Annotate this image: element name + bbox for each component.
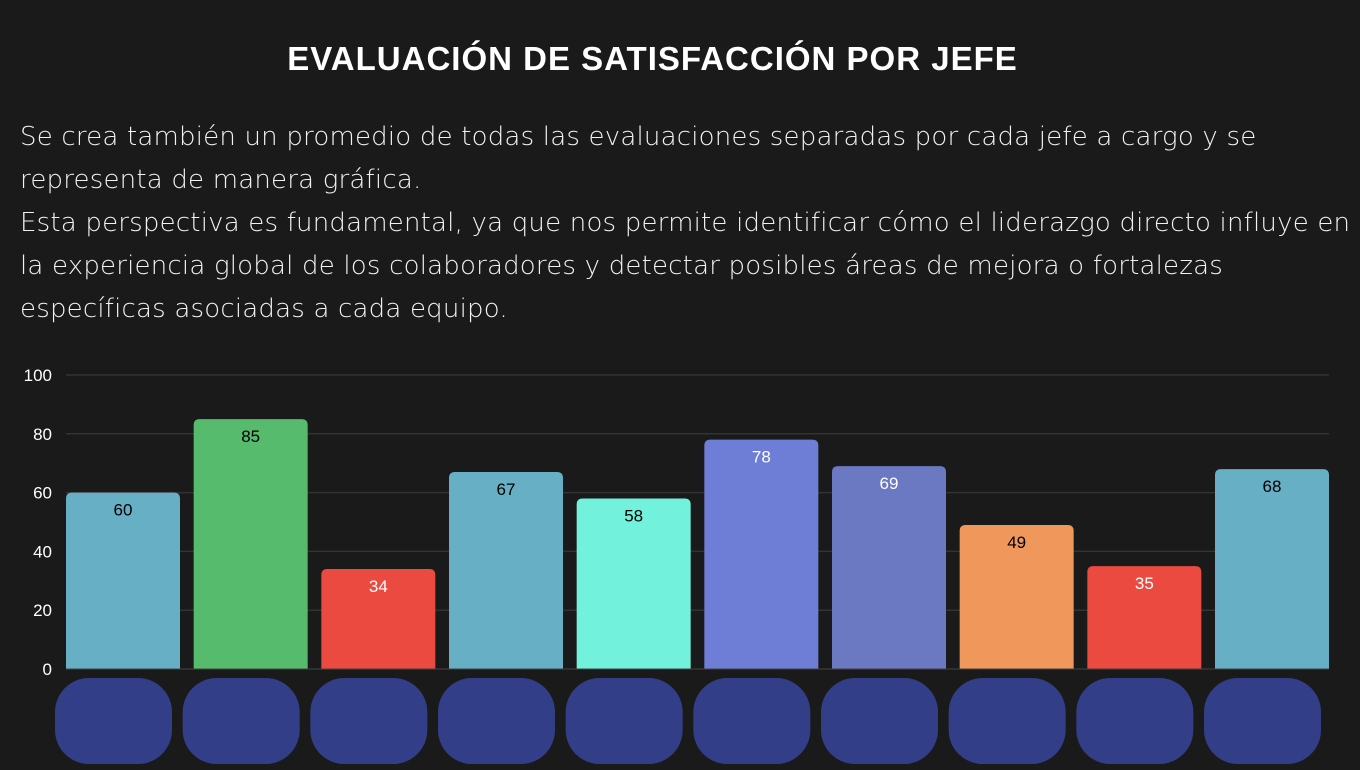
category-label-redaction bbox=[1076, 678, 1194, 764]
bar bbox=[1215, 469, 1329, 669]
page-title: EVALUACIÓN DE SATISFACCIÓN POR JEFE bbox=[287, 40, 1018, 77]
category-label-redaction bbox=[693, 678, 811, 764]
data-label: 60 bbox=[114, 501, 133, 520]
data-label: 58 bbox=[624, 506, 643, 525]
y-tick-label: 60 bbox=[33, 484, 52, 503]
bar bbox=[1087, 566, 1202, 669]
description-paragraph-1: Se crea también un promedio de todas las… bbox=[20, 122, 1257, 195]
bar bbox=[576, 498, 691, 669]
data-label: 68 bbox=[1263, 477, 1282, 496]
category-label-redaction bbox=[821, 678, 938, 764]
category-label-redaction bbox=[565, 678, 683, 764]
y-tick-label: 0 bbox=[43, 660, 52, 679]
category-label-redaction bbox=[55, 678, 172, 764]
y-tick-label: 40 bbox=[33, 542, 52, 561]
y-tick-label: 20 bbox=[33, 601, 52, 620]
bar bbox=[66, 492, 180, 669]
category-label-redaction bbox=[182, 678, 300, 764]
bar bbox=[193, 419, 308, 669]
y-tick-label: 100 bbox=[24, 366, 52, 385]
data-label: 34 bbox=[369, 577, 388, 596]
category-label-redaction bbox=[948, 678, 1066, 764]
data-label: 35 bbox=[1135, 574, 1154, 593]
category-label-redaction bbox=[1204, 678, 1321, 764]
y-tick-label: 80 bbox=[33, 425, 52, 444]
bar bbox=[321, 569, 436, 669]
description-paragraph-2: Esta perspectiva es fundamental, ya que … bbox=[20, 208, 1351, 324]
bar bbox=[449, 472, 563, 669]
bar bbox=[832, 466, 946, 669]
description: Se crea también un promedio de todas las… bbox=[20, 116, 1360, 331]
data-label: 69 bbox=[880, 474, 899, 493]
data-label: 49 bbox=[1007, 533, 1026, 552]
bar bbox=[704, 439, 819, 669]
category-label-redaction bbox=[438, 678, 555, 764]
category-label-redaction bbox=[310, 678, 428, 764]
data-label: 78 bbox=[752, 448, 771, 467]
bar bbox=[959, 524, 1074, 669]
data-label: 67 bbox=[497, 480, 516, 499]
data-label: 85 bbox=[241, 427, 260, 446]
